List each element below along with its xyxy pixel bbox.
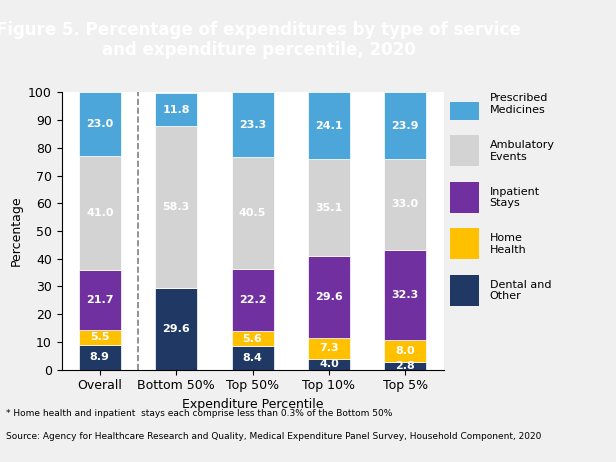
- Text: 40.5: 40.5: [239, 208, 266, 218]
- Bar: [308, 256, 350, 338]
- Bar: [155, 93, 197, 126]
- FancyBboxPatch shape: [450, 228, 479, 260]
- Text: 35.1: 35.1: [315, 202, 342, 213]
- Text: 29.6: 29.6: [315, 292, 343, 302]
- Bar: [384, 362, 426, 370]
- Bar: [155, 126, 197, 287]
- Text: 58.3: 58.3: [163, 202, 190, 212]
- Text: 23.0: 23.0: [86, 119, 113, 129]
- FancyBboxPatch shape: [450, 275, 479, 306]
- Text: 23.3: 23.3: [239, 120, 266, 130]
- Text: Home
Health: Home Health: [490, 233, 527, 255]
- Y-axis label: Percentage: Percentage: [9, 196, 22, 266]
- Text: 11.8: 11.8: [163, 104, 190, 115]
- Text: Ambulatory
Events: Ambulatory Events: [490, 140, 555, 162]
- Bar: [79, 92, 121, 156]
- Text: 2.8: 2.8: [395, 361, 415, 371]
- X-axis label: Expenditure Percentile: Expenditure Percentile: [182, 398, 323, 411]
- FancyBboxPatch shape: [450, 89, 479, 120]
- Text: Figure 5. Percentage of expenditures by type of service
and expenditure percenti: Figure 5. Percentage of expenditures by …: [0, 20, 521, 59]
- Bar: [308, 159, 350, 256]
- Text: 8.4: 8.4: [243, 353, 262, 363]
- Text: 8.9: 8.9: [90, 352, 110, 362]
- Bar: [232, 346, 274, 370]
- Text: 21.7: 21.7: [86, 295, 113, 304]
- Text: Source: Agency for Healthcare Research and Quality, Medical Expenditure Panel Su: Source: Agency for Healthcare Research a…: [6, 432, 541, 441]
- Text: 23.9: 23.9: [392, 121, 419, 131]
- Text: 4.0: 4.0: [319, 359, 339, 369]
- Bar: [232, 157, 274, 269]
- Text: 29.6: 29.6: [162, 323, 190, 334]
- Bar: [232, 92, 274, 157]
- Bar: [79, 345, 121, 370]
- Bar: [232, 269, 274, 331]
- Text: 32.3: 32.3: [392, 290, 419, 300]
- Text: 7.3: 7.3: [319, 343, 339, 353]
- Bar: [232, 331, 274, 346]
- Bar: [384, 92, 426, 158]
- Text: 8.0: 8.0: [395, 346, 415, 356]
- Text: 41.0: 41.0: [86, 208, 113, 218]
- Text: 5.5: 5.5: [90, 332, 110, 342]
- Bar: [308, 338, 350, 359]
- Bar: [384, 340, 426, 362]
- Text: Dental and
Other: Dental and Other: [490, 280, 551, 301]
- Bar: [384, 250, 426, 340]
- Bar: [155, 287, 197, 370]
- Text: 24.1: 24.1: [315, 121, 342, 131]
- Bar: [308, 92, 350, 159]
- Text: 33.0: 33.0: [392, 200, 419, 209]
- Text: Inpatient
Stays: Inpatient Stays: [490, 187, 540, 208]
- FancyBboxPatch shape: [450, 135, 479, 166]
- Text: Prescribed
Medicines: Prescribed Medicines: [490, 93, 548, 115]
- Bar: [384, 158, 426, 250]
- Text: * Home health and inpatient  stays each comprise less than 0.3% of the Bottom 50: * Home health and inpatient stays each c…: [6, 409, 392, 418]
- Bar: [308, 359, 350, 370]
- Bar: [79, 156, 121, 269]
- Text: 5.6: 5.6: [243, 334, 262, 344]
- Bar: [79, 330, 121, 345]
- Text: 22.2: 22.2: [239, 295, 266, 305]
- FancyBboxPatch shape: [450, 182, 479, 213]
- Bar: [79, 269, 121, 330]
